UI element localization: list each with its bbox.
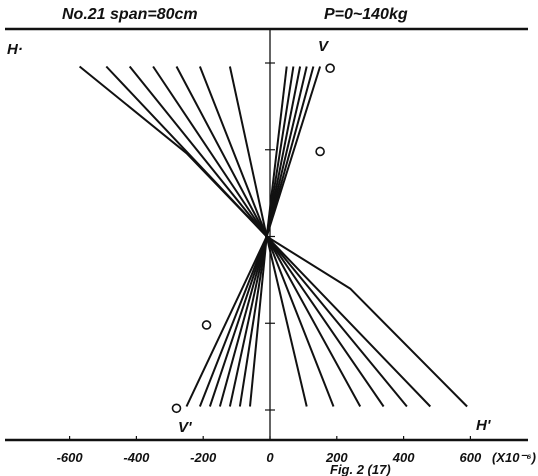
lower-series-line-10	[265, 236, 362, 407]
upper-series-line-2	[105, 65, 268, 238]
chart-title-specimen: No.21 span=80cm	[62, 6, 198, 23]
data-markers	[171, 63, 335, 414]
upper-series-line-12	[265, 66, 315, 237]
strain-lines	[78, 65, 468, 408]
label-V: V	[318, 38, 330, 55]
lower-series-line-14	[266, 235, 468, 408]
lower-series-line-8	[265, 236, 308, 407]
upper-series-line-11	[265, 66, 308, 237]
lower-series-line-4	[218, 236, 268, 407]
lower-series-line-2	[198, 236, 268, 407]
x-axis-ticks: -600 -400 -200 0 200 400 600	[57, 436, 482, 465]
x-tick-label: 600	[460, 450, 482, 465]
lower-series-line-6	[238, 236, 268, 407]
upper-series-line-8	[265, 66, 288, 237]
x-tick-label: 0	[266, 450, 274, 465]
open-circle-marker-3	[201, 320, 212, 330]
upper-series-line-4	[152, 65, 268, 238]
label-H: H·	[7, 41, 23, 58]
lower-series-line-3	[208, 236, 268, 407]
upper-series-line-6	[198, 66, 268, 237]
lower-series-line-7	[249, 236, 268, 407]
label-V-prime: V'	[178, 419, 192, 436]
open-circle-marker-1	[325, 63, 335, 74]
lower-series-line-12	[265, 235, 408, 408]
lower-series-line-1	[185, 236, 268, 407]
label-H-prime: H'	[476, 417, 491, 434]
lower-series-line-9	[265, 236, 335, 407]
x-tick-label: 200	[325, 450, 348, 465]
upper-series-line-13	[265, 66, 322, 237]
chart-title-load: P=0~140kg	[324, 6, 408, 23]
x-tick-label: -400	[123, 450, 150, 465]
x-unit-label: (X10⁻⁶)	[492, 450, 536, 465]
figure-caption: Fig. 2 (17)	[330, 462, 391, 476]
upper-series-line-5	[175, 66, 268, 237]
x-tick-label: 400	[392, 450, 415, 465]
upper-series-line-3	[128, 65, 268, 238]
upper-series-line-10	[265, 66, 302, 237]
upper-series-line-1	[78, 65, 268, 238]
lower-series-line-13	[265, 235, 432, 408]
open-circle-marker-4	[171, 403, 182, 414]
x-tick-label: -600	[57, 450, 84, 465]
upper-series-line-9	[265, 66, 295, 237]
upper-series-line-7	[228, 66, 268, 237]
lower-series-line-5	[228, 236, 268, 407]
open-circle-marker-2	[315, 146, 325, 157]
lower-series-line-11	[265, 235, 385, 408]
x-tick-label: -200	[190, 450, 217, 465]
